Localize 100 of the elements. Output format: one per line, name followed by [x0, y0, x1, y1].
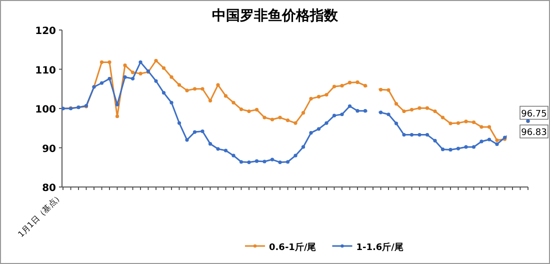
y-tick-label: 90 [42, 144, 56, 155]
point [418, 133, 422, 137]
text: 1月1日（基点） [16, 191, 64, 239]
point [324, 92, 328, 97]
point [239, 107, 244, 112]
point [402, 109, 406, 114]
point [286, 160, 290, 164]
point [316, 94, 321, 99]
point [394, 122, 398, 126]
point [108, 60, 112, 64]
point [464, 120, 468, 124]
point [386, 112, 390, 116]
point [363, 84, 368, 88]
point [100, 60, 104, 64]
point [316, 127, 321, 131]
point [262, 160, 266, 164]
point [480, 140, 484, 144]
point [402, 133, 406, 137]
data-label: 96.83 [521, 128, 547, 138]
point [472, 120, 476, 124]
point [108, 76, 112, 80]
point [224, 94, 228, 98]
point [456, 146, 460, 150]
chart-title: 中国罗非鱼价格指数 [212, 8, 339, 24]
point [456, 121, 460, 125]
point [309, 131, 313, 135]
point [115, 114, 120, 118]
point [495, 142, 499, 146]
point [138, 60, 142, 64]
legend-label: 0.6-1斤/尾 [269, 242, 316, 253]
point [232, 100, 236, 104]
point [208, 142, 212, 146]
point [410, 133, 414, 137]
point [247, 160, 251, 164]
point [200, 87, 204, 91]
point [100, 81, 104, 85]
point [294, 154, 298, 158]
point [170, 100, 174, 104]
point [294, 121, 298, 125]
point [487, 125, 492, 129]
point [270, 158, 274, 162]
y-tick-label: 120 [35, 26, 56, 37]
point [487, 138, 492, 142]
point [192, 87, 197, 91]
point [254, 159, 259, 163]
point [208, 98, 212, 102]
y-tick-label: 100 [35, 104, 56, 116]
point [239, 160, 244, 164]
point [440, 148, 445, 152]
point [348, 104, 352, 108]
point [301, 145, 306, 149]
point [200, 129, 204, 134]
point [130, 76, 135, 80]
point [301, 111, 306, 115]
point [472, 145, 476, 149]
point [162, 91, 166, 95]
point [154, 79, 158, 83]
point [448, 122, 452, 126]
point [286, 118, 290, 122]
point [177, 83, 182, 87]
point [130, 70, 135, 74]
point [115, 102, 120, 106]
point [177, 121, 182, 125]
y-tick-label: 110 [35, 65, 56, 76]
point [278, 160, 282, 164]
point [138, 72, 142, 76]
point [425, 133, 430, 137]
point [495, 138, 499, 142]
y-tick-label: 80 [42, 183, 56, 194]
point [154, 58, 158, 62]
point [480, 125, 484, 129]
point [192, 130, 197, 134]
point [433, 138, 437, 142]
point [278, 116, 282, 120]
point [309, 96, 313, 100]
point [340, 84, 344, 88]
point [448, 148, 452, 152]
point [332, 114, 336, 118]
point [418, 106, 422, 110]
point [123, 75, 127, 79]
point [394, 102, 398, 106]
point [216, 147, 220, 151]
point [262, 116, 266, 120]
point [356, 80, 360, 84]
point [162, 66, 166, 70]
point [185, 138, 189, 142]
point [185, 88, 189, 92]
point [254, 108, 259, 112]
point [378, 88, 383, 92]
point [464, 145, 468, 149]
point [324, 121, 328, 125]
point [247, 109, 251, 114]
point [232, 154, 236, 158]
point [425, 106, 430, 110]
point [378, 110, 383, 114]
point [363, 109, 368, 113]
point [410, 108, 414, 112]
point [224, 148, 228, 152]
point [170, 75, 174, 79]
point [440, 116, 445, 120]
